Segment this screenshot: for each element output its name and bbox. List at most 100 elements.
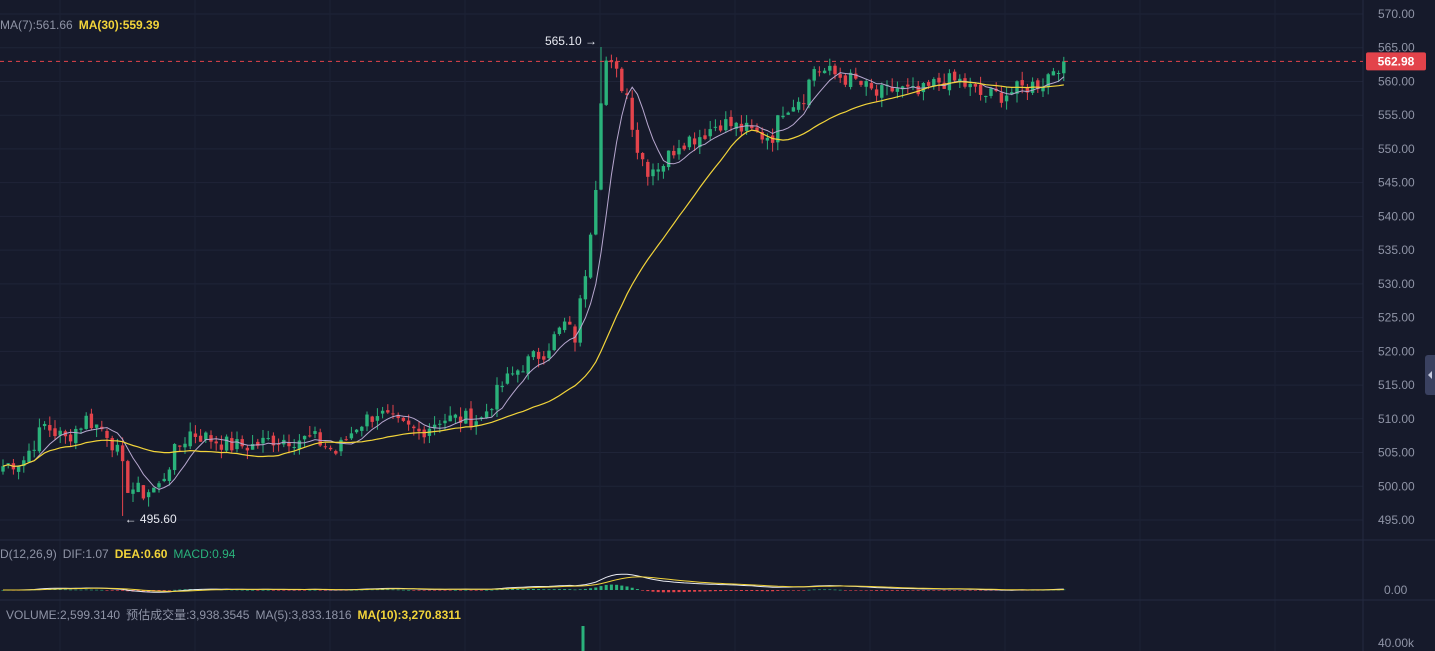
macd-bar (505, 589, 509, 590)
macd-bar (729, 590, 733, 591)
macd-dea-line (3, 576, 1064, 592)
current-price-badge (1366, 52, 1426, 71)
macd-bar (568, 589, 572, 590)
macd-bar (563, 589, 567, 590)
candle-body (838, 74, 842, 78)
price-tick-label: 550.00 (1378, 142, 1415, 156)
candle-body (542, 356, 546, 360)
macd-bar (687, 590, 691, 592)
price-tick-label: 560.00 (1378, 74, 1415, 88)
candle-body (271, 435, 276, 446)
macd-bar (599, 586, 603, 590)
macd-bar (479, 590, 483, 591)
candle-body (74, 428, 78, 444)
candle-body (1004, 95, 1009, 102)
candle-body (1025, 87, 1030, 93)
ma7-line (2, 72, 1065, 491)
candle-body (32, 449, 36, 451)
macd-bar (760, 590, 764, 592)
macd-bar (812, 589, 816, 591)
macd-bar (355, 589, 359, 591)
candle-body (438, 423, 442, 425)
candle-body (713, 126, 718, 128)
macd-bar (817, 589, 821, 591)
macd-bar (838, 589, 842, 591)
macd-bar (271, 590, 275, 591)
candle-body (287, 442, 291, 447)
candle-body (973, 84, 978, 87)
macd-bar (344, 590, 348, 591)
candle-body (162, 478, 166, 482)
collapse-panel-handle[interactable] (1425, 355, 1435, 395)
macd-bar (635, 589, 639, 590)
candle-body (776, 115, 780, 143)
candle-body (214, 441, 218, 444)
macd-bar (100, 589, 104, 591)
macd-bar (901, 590, 905, 591)
macd-bar (906, 590, 910, 591)
candle-body (89, 413, 94, 429)
macd-bar (313, 589, 317, 591)
macd-bar (407, 589, 411, 591)
candle-body (245, 447, 250, 451)
macd-bar (251, 589, 255, 591)
candle-body (484, 411, 489, 418)
macd-bar (667, 590, 671, 593)
candle-body (1010, 92, 1014, 95)
candle-body (318, 432, 322, 446)
macd-zero-tick: 0.00 (1384, 583, 1408, 597)
candle-body (640, 153, 645, 160)
candle-body (952, 71, 957, 81)
candle-body (198, 435, 203, 442)
candle-body (1036, 80, 1040, 89)
macd-bar (511, 589, 515, 590)
price-tick-label: 525.00 (1378, 311, 1415, 325)
candle-body (812, 69, 816, 81)
macd-bar (74, 589, 78, 591)
candle-body (833, 65, 837, 75)
candle-body (854, 73, 858, 79)
candle-body (500, 385, 504, 388)
macd-bar (797, 590, 801, 591)
macd-bar (438, 590, 442, 591)
macd-bar (516, 589, 520, 590)
macd-dif: DIF:1.07 (62, 547, 109, 561)
candle-body (105, 430, 109, 438)
macd-bar (63, 589, 67, 591)
candle-body (614, 61, 619, 69)
macd-bar (932, 590, 936, 591)
candle-body (406, 420, 411, 425)
candle-body (557, 327, 562, 334)
candle-body (1020, 80, 1024, 86)
macd-bar (547, 589, 551, 590)
macd-bar (557, 589, 561, 590)
candle-body (698, 137, 702, 148)
candle-body (817, 71, 822, 73)
candle-body (708, 129, 712, 137)
macd-bar (713, 590, 717, 592)
candle-body (635, 129, 640, 153)
macd-bar (318, 590, 322, 591)
candle-body (848, 72, 853, 87)
macd-bar (620, 585, 624, 590)
candle-body (230, 438, 234, 451)
ma-legend: MA(7):561.66 MA(30):559.39 (0, 18, 165, 32)
macd-bar (703, 590, 707, 592)
macd-bar (183, 589, 187, 590)
candle-body (469, 408, 473, 428)
candle-body (443, 420, 447, 424)
macd-bar (79, 589, 83, 591)
candle-body (354, 429, 359, 433)
candle-body (349, 433, 354, 439)
volume-ma5: MA(5):3,833.1816 (255, 608, 352, 622)
macd-bar (573, 589, 577, 591)
macd-bar (875, 590, 879, 591)
macd-bar (911, 590, 915, 591)
macd-bar (890, 590, 894, 591)
macd-bar (979, 590, 983, 591)
macd-bar (53, 589, 57, 590)
macd-bar (110, 590, 114, 591)
candle-body (729, 116, 733, 127)
macd-bar (433, 590, 437, 591)
